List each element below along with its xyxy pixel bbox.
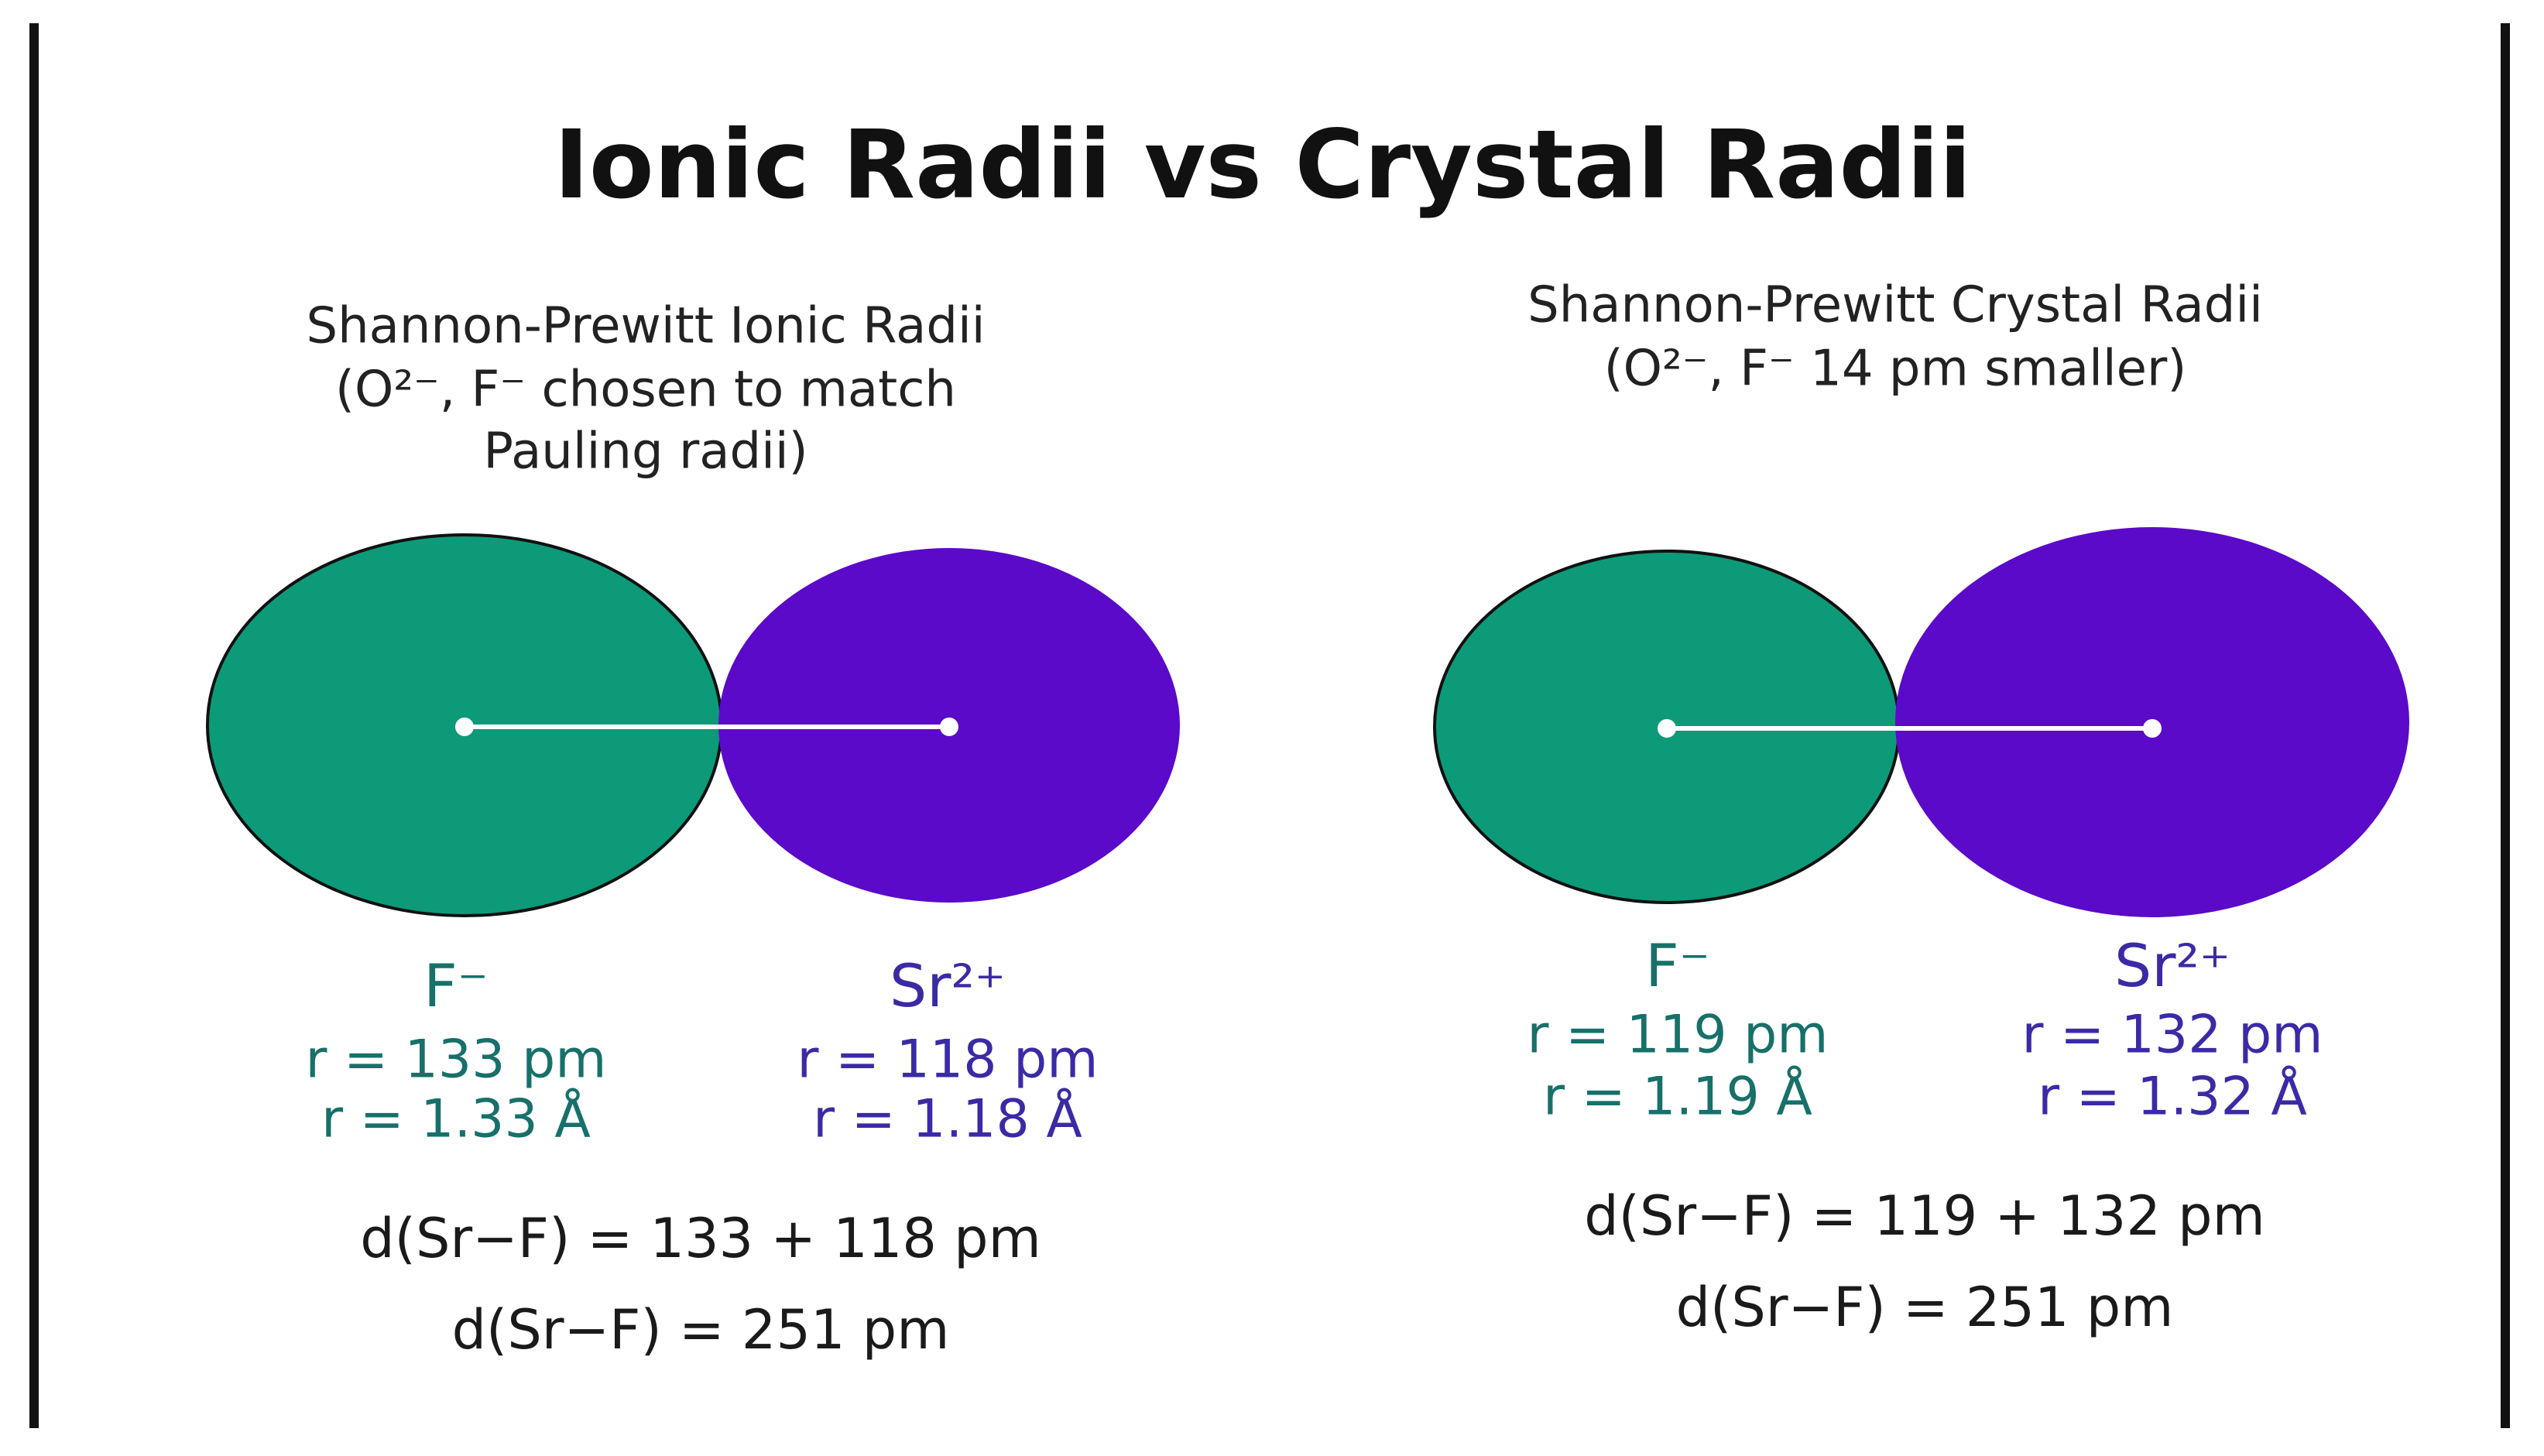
ion-radius-pm: r = 132 pm <box>2022 1005 2323 1066</box>
center-dot <box>1658 719 1676 738</box>
ion-radius-angstrom: r = 1.18 Å <box>813 1088 1082 1150</box>
ion-radius-angstrom: r = 1.32 Å <box>2038 1065 2307 1128</box>
panel-heading: (O²⁻, F⁻ chosen to match <box>335 361 956 419</box>
ion-radius-angstrom: r = 1.19 Å <box>1543 1065 1812 1128</box>
ion-name: F⁻ <box>1645 931 1710 1000</box>
center-dot <box>2143 719 2162 738</box>
center-dot <box>455 718 474 736</box>
left-border <box>29 23 39 1428</box>
ion-radius-pm: r = 133 pm <box>306 1029 607 1091</box>
ion-radius-angstrom: r = 1.33 Å <box>321 1088 591 1150</box>
ion-name: Sr²⁺ <box>890 951 1006 1020</box>
panel-heading: (O²⁻, F⁻ 14 pm smaller) <box>1604 341 2187 398</box>
center-dot <box>940 718 958 736</box>
distance-equation: d(Sr−F) = 251 pm <box>1676 1276 2174 1339</box>
panel-heading: Shannon-Prewitt Crystal Radii <box>1527 277 2263 334</box>
right-border <box>2501 23 2510 1428</box>
distance-equation: d(Sr−F) = 119 + 132 pm <box>1584 1184 2265 1248</box>
panel-heading: Shannon-Prewitt Ionic Radii <box>306 298 985 355</box>
ion-radius-pm: r = 118 pm <box>797 1029 1099 1091</box>
ion-name: Sr²⁺ <box>2114 931 2230 1000</box>
distance-equation: d(Sr−F) = 133 + 118 pm <box>360 1207 1041 1270</box>
ion-radius-pm: r = 119 pm <box>1527 1005 1829 1066</box>
title: Ionic Radii vs Crystal Radii <box>554 110 1971 220</box>
distance-equation: d(Sr−F) = 251 pm <box>452 1298 950 1362</box>
ion-name: F⁻ <box>423 951 489 1020</box>
panel-heading: Pauling radii) <box>483 423 807 481</box>
